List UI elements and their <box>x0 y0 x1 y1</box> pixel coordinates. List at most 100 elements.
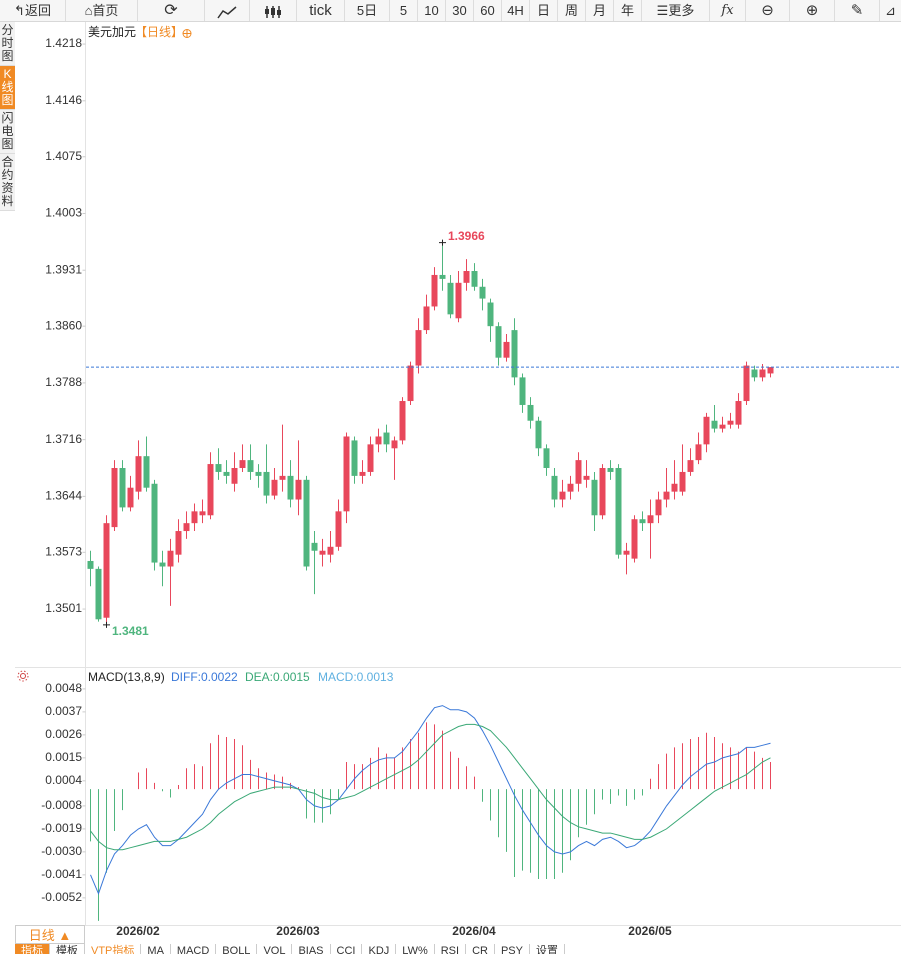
candle-body <box>239 460 246 469</box>
period-button[interactable]: 4H <box>502 0 530 21</box>
indicator-title: MACD(13,8,9) <box>88 670 165 684</box>
refresh-button[interactable]: ⟳ <box>138 0 205 21</box>
period-button[interactable]: 周 <box>558 0 586 21</box>
candle-body <box>383 432 390 445</box>
candle-body <box>303 479 310 567</box>
y-tick-label: 0.0004 <box>45 773 82 787</box>
candle-body <box>727 420 734 425</box>
candle-body <box>471 271 478 287</box>
indicator-tab[interactable]: BOLL <box>216 944 258 954</box>
macd-line <box>90 723 771 851</box>
chart-title: 美元加元 <box>88 25 136 39</box>
indicator-tab[interactable]: VOL <box>257 944 293 954</box>
candle-body <box>631 519 638 559</box>
side-tab[interactable]: 闪电图 <box>0 110 15 154</box>
candle-body <box>207 464 214 516</box>
side-tab[interactable]: 分时图 <box>0 22 15 66</box>
home-button[interactable]: ⌂首页 <box>66 0 138 21</box>
period-button[interactable]: 30 <box>446 0 474 21</box>
indicator-tab[interactable]: 设置 <box>530 944 565 954</box>
candle-body <box>367 444 374 472</box>
candle-body <box>647 515 654 524</box>
low-marker <box>103 621 110 628</box>
candle-body <box>735 401 742 425</box>
period-button[interactable]: 5日 <box>345 0 390 21</box>
candle-button[interactable] <box>250 0 297 21</box>
candle-body <box>327 546 334 555</box>
candle-body <box>87 560 94 569</box>
candle-body <box>415 330 422 366</box>
period-selector[interactable]: 日线 ▲ <box>15 925 85 944</box>
y-tick-label: 1.3644 <box>45 489 82 503</box>
back-button[interactable]: ↰返回 <box>0 0 66 21</box>
zoom-out-button[interactable]: ⊖ <box>746 0 790 21</box>
candle-body <box>287 475 294 500</box>
indicator-tab[interactable]: 模板 <box>50 944 85 954</box>
candle-body <box>599 468 606 516</box>
period-button[interactable]: 日 <box>530 0 558 21</box>
candle-body <box>559 491 566 500</box>
candle-body <box>575 460 582 484</box>
y-tick-label: 0.0048 <box>45 681 82 695</box>
candle-body <box>399 401 406 441</box>
side-tab[interactable]: 合约资料 <box>0 154 15 211</box>
period-button[interactable]: 10 <box>418 0 446 21</box>
chart-type-button[interactable] <box>205 0 250 21</box>
more-button[interactable]: ☰更多 <box>642 0 710 21</box>
y-tick-label: 0.0015 <box>45 750 82 764</box>
y-tick-label: 1.3931 <box>45 262 82 276</box>
candle-body <box>695 444 702 461</box>
candle-body <box>311 542 318 551</box>
y-tick-label: 1.4218 <box>45 36 82 50</box>
indicator-tab[interactable]: 指标 <box>15 944 50 954</box>
candle-body <box>103 523 110 618</box>
add-icon[interactable] <box>182 29 192 38</box>
candle-body <box>335 511 342 547</box>
indicator-tab[interactable]: KDJ <box>362 944 397 954</box>
period-button[interactable]: 60 <box>474 0 502 21</box>
indicator-tab[interactable]: MACD <box>171 944 217 954</box>
candle-body <box>271 479 278 496</box>
candle-body <box>431 274 438 307</box>
indicator-tab[interactable]: CR <box>466 944 495 954</box>
candle-body <box>543 448 550 469</box>
draw-button[interactable]: ✎ <box>835 0 880 21</box>
indicator-tab[interactable]: VTP指标 <box>85 944 142 954</box>
icon <box>217 5 237 18</box>
candle-body <box>351 440 358 476</box>
period-button[interactable]: 月 <box>586 0 614 21</box>
candle-body <box>343 436 350 512</box>
x-tick-label: 2026/05 <box>628 924 672 938</box>
y-tick-label: -0.0030 <box>41 844 82 858</box>
candle-body <box>535 420 542 449</box>
formula-button[interactable]: fx <box>710 0 746 21</box>
y-tick-label: -0.0041 <box>41 867 82 881</box>
candle-body <box>607 468 614 472</box>
indicator-tab[interactable]: LW% <box>396 944 435 954</box>
indicator-tab[interactable]: CCI <box>331 944 363 954</box>
indicator-tab[interactable]: BIAS <box>292 944 331 954</box>
period-button[interactable]: 5 <box>390 0 418 21</box>
candle-body <box>423 306 430 331</box>
high-label: 1.3966 <box>448 229 485 243</box>
candle-body <box>671 483 678 492</box>
side-tab[interactable]: K线图 <box>0 66 15 110</box>
candle-body <box>119 468 126 508</box>
candle-body <box>263 471 270 496</box>
y-tick-label: 1.3573 <box>45 544 82 558</box>
candle-body <box>215 464 222 472</box>
tick-button[interactable]: tick <box>297 0 345 21</box>
zoom-in-button[interactable]: ⊕ <box>790 0 835 21</box>
candle-body <box>159 562 166 567</box>
period-button[interactable]: 年 <box>614 0 642 21</box>
candle-body <box>255 471 262 476</box>
x-tick-label: 2026/04 <box>452 924 496 938</box>
indicator-tab[interactable]: RSI <box>435 944 467 954</box>
candle-body <box>199 511 206 516</box>
candle-body <box>663 491 670 500</box>
candle-body <box>223 471 230 476</box>
indicator-tab[interactable]: PSY <box>495 944 530 954</box>
ruler-button[interactable]: ⊿ <box>885 3 896 18</box>
indicator-tab[interactable]: MA <box>141 944 171 954</box>
